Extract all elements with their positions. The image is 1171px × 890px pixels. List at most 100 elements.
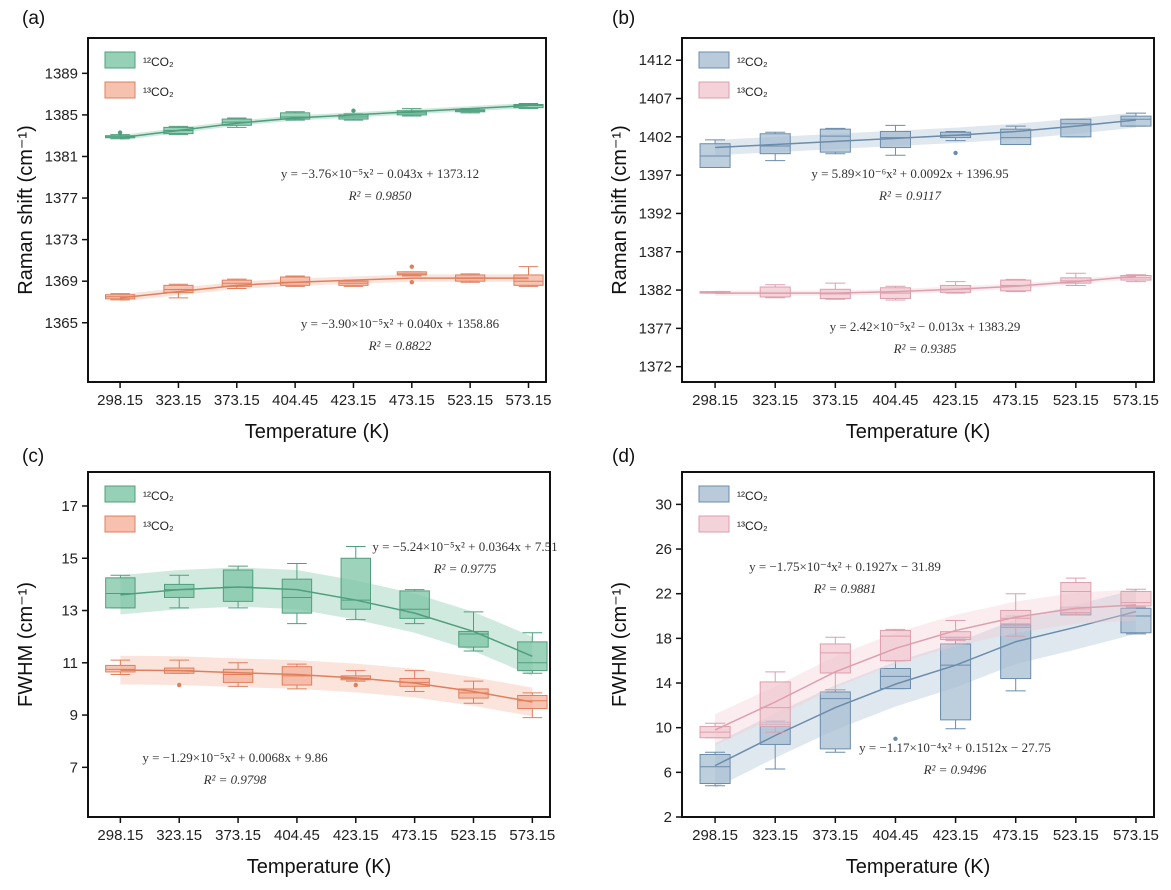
- fit-curve: [714, 604, 1137, 731]
- r-squared: R² = 0.9385: [893, 341, 957, 356]
- box-473.15: [399, 670, 430, 693]
- x-tick-label: 298.15: [97, 827, 143, 844]
- x-tick-label: 523.15: [451, 827, 497, 844]
- box-473.15: [396, 271, 427, 277]
- fit-equation: y = −3.90×10⁻⁵x² + 0.040x + 1358.86: [301, 316, 500, 331]
- x-tick-label: 323.15: [155, 392, 201, 409]
- x-tick-label: 404.45: [272, 392, 318, 409]
- y-tick-label: 1387: [639, 244, 672, 261]
- y-tick-label: 1377: [639, 320, 672, 337]
- y-tick-label: 30: [655, 496, 672, 513]
- box-423.15: [940, 281, 972, 294]
- fit-equation: y = −1.29×10⁻⁵x² + 0.0068x + 9.86: [142, 750, 328, 765]
- series-13co2: y = 2.42×10⁻⁵x² − 0.013x + 1383.29 R² = 0…: [699, 272, 1152, 356]
- box-iqr: [940, 631, 972, 640]
- y-axis-label: Raman shift (cm⁻¹): [15, 125, 37, 294]
- box-323.15: [759, 284, 791, 299]
- box-iqr: [819, 643, 851, 674]
- box-iqr: [1120, 590, 1152, 607]
- x-tick-label: 473.15: [993, 392, 1039, 409]
- plot-frame: [87, 471, 551, 818]
- x-tick-label: 573.15: [1113, 827, 1159, 844]
- box-473.15: [399, 589, 430, 625]
- box-573.15: [1120, 588, 1152, 608]
- y-tick-label: 1381: [45, 148, 78, 165]
- y-tick-label: 1377: [45, 190, 78, 207]
- outlier-point: [953, 150, 958, 156]
- panel-label: (b): [612, 8, 635, 29]
- box-iqr: [163, 284, 194, 294]
- fit-equation: y = −1.75×10⁻⁴x² + 0.1927x − 31.89: [749, 559, 941, 574]
- y-tick-label: 11: [62, 655, 78, 672]
- y-tick-label: 18: [655, 630, 672, 647]
- r-squared: R² = 0.9850: [348, 188, 412, 203]
- x-axis-label: Temperature (K): [247, 856, 392, 878]
- box-423.15: [940, 637, 972, 730]
- box-iqr: [759, 286, 791, 298]
- box-323.15: [164, 574, 195, 609]
- box-404.45: [281, 663, 313, 690]
- y-tick-label: 1407: [639, 91, 672, 108]
- x-tick-label: 423.15: [933, 392, 979, 409]
- legend-swatch: [104, 515, 136, 533]
- box-404.45: [879, 124, 911, 156]
- legend-swatch: [698, 515, 730, 533]
- outlier-point: [409, 264, 415, 269]
- box-298.15: [699, 139, 731, 168]
- y-tick-label: 10: [655, 720, 672, 737]
- y-tick-label: 1373: [45, 232, 78, 249]
- y-tick-label: 1365: [45, 315, 78, 332]
- r-squared: R² = 0.9775: [433, 561, 497, 576]
- plot-frame: [87, 37, 547, 383]
- box-373.15: [819, 282, 851, 300]
- x-axis-label: Temperature (K): [245, 421, 390, 443]
- legend-label: ¹³CO₂: [737, 519, 768, 533]
- box-473.15: [1000, 125, 1032, 145]
- x-tick-label: 373.15: [812, 392, 858, 409]
- x-axis-label: Temperature (K): [846, 421, 991, 443]
- series-12co2: y = 5.89×10⁻⁶x² + 0.0092x + 1396.95 R² = …: [699, 112, 1152, 203]
- box-298.15: [699, 722, 731, 739]
- y-tick-label: 7: [70, 759, 78, 776]
- x-tick-label: 404.45: [873, 392, 919, 409]
- box-iqr: [396, 271, 427, 276]
- legend-swatch: [104, 485, 136, 503]
- x-tick-label: 373.15: [215, 827, 261, 844]
- fit-curve: [714, 610, 1137, 767]
- x-tick-label: 323.15: [752, 827, 798, 844]
- x-tick-label: 473.15: [993, 827, 1039, 844]
- panel-d: (d) y = −1.17×10⁻⁴x² + 0.1512x − 27.75 R² …: [609, 446, 1159, 878]
- r-squared: R² = 0.9798: [203, 772, 267, 787]
- box-404.45: [281, 562, 313, 625]
- fit-curve: [120, 586, 533, 657]
- x-tick-label: 573.15: [1113, 392, 1159, 409]
- r-squared: R² = 0.9117: [878, 188, 941, 203]
- x-tick-label: 404.45: [274, 827, 320, 844]
- box-423.15: [340, 545, 371, 621]
- x-tick-label: 373.15: [812, 827, 858, 844]
- y-tick-label: 1385: [45, 107, 78, 124]
- fit-equation: y = −5.24×10⁻⁵x² + 0.0364x + 7.51: [372, 539, 557, 554]
- confidence-band: [120, 655, 533, 717]
- x-tick-label: 473.15: [392, 827, 438, 844]
- legend-swatch: [104, 51, 136, 69]
- box-323.15: [759, 131, 791, 162]
- x-tick-label: 423.15: [933, 827, 979, 844]
- r-squared: R² = 0.8822: [368, 338, 432, 353]
- y-tick-label: 17: [61, 498, 78, 515]
- box-iqr: [759, 681, 791, 728]
- y-tick-label: 22: [655, 586, 672, 603]
- box-473.15: [1000, 615, 1032, 692]
- fit-equation: y = 2.42×10⁻⁵x² − 0.013x + 1383.29: [830, 319, 1021, 334]
- legend-label: ¹²CO₂: [143, 489, 174, 503]
- legend-label: ¹³CO₂: [737, 85, 768, 99]
- outlier-point: [351, 108, 356, 113]
- outlier-point: [893, 736, 898, 742]
- r-squared: R² = 0.9881: [813, 581, 877, 596]
- y-tick-label: 14: [655, 675, 672, 692]
- r-squared: R² = 0.9496: [923, 762, 987, 777]
- series-13co2: y = −1.75×10⁻⁴x² + 0.1927x − 31.89 R² = 0…: [699, 559, 1152, 746]
- x-tick-label: 423.15: [331, 392, 377, 409]
- plot-frame: [681, 471, 1155, 818]
